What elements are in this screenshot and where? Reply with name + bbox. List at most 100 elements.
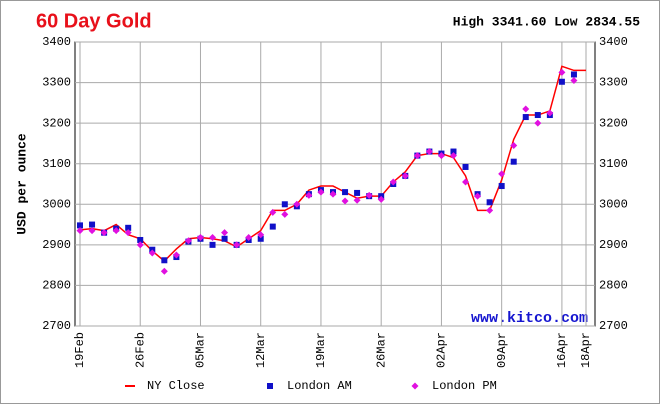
- marker-diamond: [474, 192, 482, 200]
- marker-diamond: [570, 77, 578, 85]
- marker-diamond: [305, 191, 313, 199]
- marker-square: [534, 112, 541, 119]
- marker-diamond: [462, 178, 470, 186]
- marker-diamond: [449, 152, 457, 160]
- legend-swatch: [411, 382, 419, 390]
- marker-diamond: [281, 210, 289, 218]
- marker-diamond: [88, 227, 96, 235]
- marker-diamond: [148, 249, 156, 257]
- y-tick-label-right: 2900: [599, 238, 628, 252]
- marker-square: [498, 183, 505, 190]
- marker-diamond: [233, 241, 241, 249]
- x-tick-label: 16Apr: [555, 332, 569, 368]
- x-tick-label: 26Mar: [374, 332, 388, 368]
- marker-diamond: [510, 141, 518, 149]
- y-tick-label: 2900: [42, 238, 71, 252]
- marker-square: [269, 223, 276, 230]
- marker-square: [522, 114, 529, 121]
- chart-subtitle: High 3341.60 Low 2834.55: [453, 14, 640, 29]
- marker-diamond: [317, 188, 325, 196]
- marker-diamond: [184, 237, 192, 245]
- marker-diamond: [124, 229, 132, 237]
- marker-diamond: [401, 172, 409, 180]
- marker-square: [89, 221, 96, 228]
- x-tick-label: 12Mar: [254, 332, 268, 368]
- marker-diamond: [136, 241, 144, 249]
- marker-square: [221, 235, 228, 242]
- marker-square: [137, 236, 144, 243]
- marker-diamond: [341, 197, 349, 205]
- marker-square: [462, 163, 469, 170]
- marker-square: [161, 257, 168, 264]
- marker-square: [486, 199, 493, 206]
- y-tick-label: 3000: [42, 197, 71, 211]
- marker-diamond: [353, 196, 361, 204]
- x-tick-label: 26Feb: [133, 332, 147, 368]
- grid: [75, 41, 595, 327]
- marker-diamond: [377, 195, 385, 203]
- marker-diamond: [172, 251, 180, 259]
- marker-diamond: [76, 227, 84, 235]
- marker-square: [354, 189, 361, 196]
- y-tick-label-right: 3100: [599, 157, 628, 171]
- marker-diamond: [160, 267, 168, 275]
- y-tick-label-right: 3300: [599, 76, 628, 90]
- marker-diamond: [437, 152, 445, 160]
- y-tick-label: 2800: [42, 279, 71, 293]
- marker-diamond: [425, 148, 433, 156]
- marker-diamond: [196, 234, 204, 242]
- y-tick-label: 2700: [42, 319, 71, 333]
- marker-diamond: [413, 152, 421, 160]
- marker-square: [281, 201, 288, 208]
- marker-square: [510, 158, 517, 165]
- marker-square: [209, 241, 216, 248]
- marker-diamond: [257, 231, 265, 239]
- marker-diamond: [498, 170, 506, 178]
- marker-diamond: [209, 234, 217, 242]
- y-tick-label-right: 2700: [599, 319, 628, 333]
- legend-swatch: [267, 383, 273, 389]
- y-tick-label: 3400: [42, 35, 71, 49]
- marker-diamond: [112, 227, 120, 235]
- marker-diamond: [546, 109, 554, 117]
- marker-diamond: [486, 206, 494, 214]
- y-tick-label: 3200: [42, 116, 71, 130]
- watermark: www.kitco.com: [471, 310, 588, 327]
- marker-diamond: [534, 119, 542, 127]
- legend-label: London AM: [287, 379, 352, 393]
- y-tick-label: 3100: [42, 157, 71, 171]
- y-tick-label-right: 2800: [599, 279, 628, 293]
- y-tick-label-right: 3400: [599, 35, 628, 49]
- marker-diamond: [245, 234, 253, 242]
- x-tick-label: 19Mar: [314, 332, 328, 368]
- marker-square: [77, 222, 83, 229]
- y-tick-label: 3300: [42, 76, 71, 90]
- marker-diamond: [365, 191, 373, 199]
- marker-square: [558, 78, 565, 85]
- y-tick-label-right: 3200: [599, 116, 628, 130]
- y-axis-label: USD per ounce: [14, 133, 29, 235]
- marker-diamond: [329, 190, 337, 198]
- x-tick-label: 18Apr: [579, 332, 593, 368]
- x-tick-label: 05Mar: [194, 332, 208, 368]
- legend-label: London PM: [432, 379, 497, 393]
- marker-square: [342, 189, 349, 196]
- marker-square: [450, 148, 457, 155]
- marker-square: [125, 224, 132, 231]
- chart-title: 60 Day Gold: [36, 10, 152, 32]
- x-tick-label: 02Apr: [435, 332, 449, 368]
- marker-diamond: [389, 178, 397, 186]
- marker-diamond: [558, 68, 566, 76]
- marker-diamond: [269, 208, 277, 216]
- marker-square: [570, 71, 577, 78]
- marker-diamond: [100, 229, 108, 237]
- marker-diamond: [522, 105, 530, 113]
- x-tick-label: 09Apr: [495, 332, 509, 368]
- y-tick-label-right: 3000: [599, 197, 628, 211]
- plot-area: [74, 41, 596, 327]
- marker-diamond: [221, 229, 229, 237]
- x-tick-label: 19Feb: [73, 332, 87, 368]
- marker-square: [257, 235, 264, 242]
- marker-diamond: [293, 200, 301, 208]
